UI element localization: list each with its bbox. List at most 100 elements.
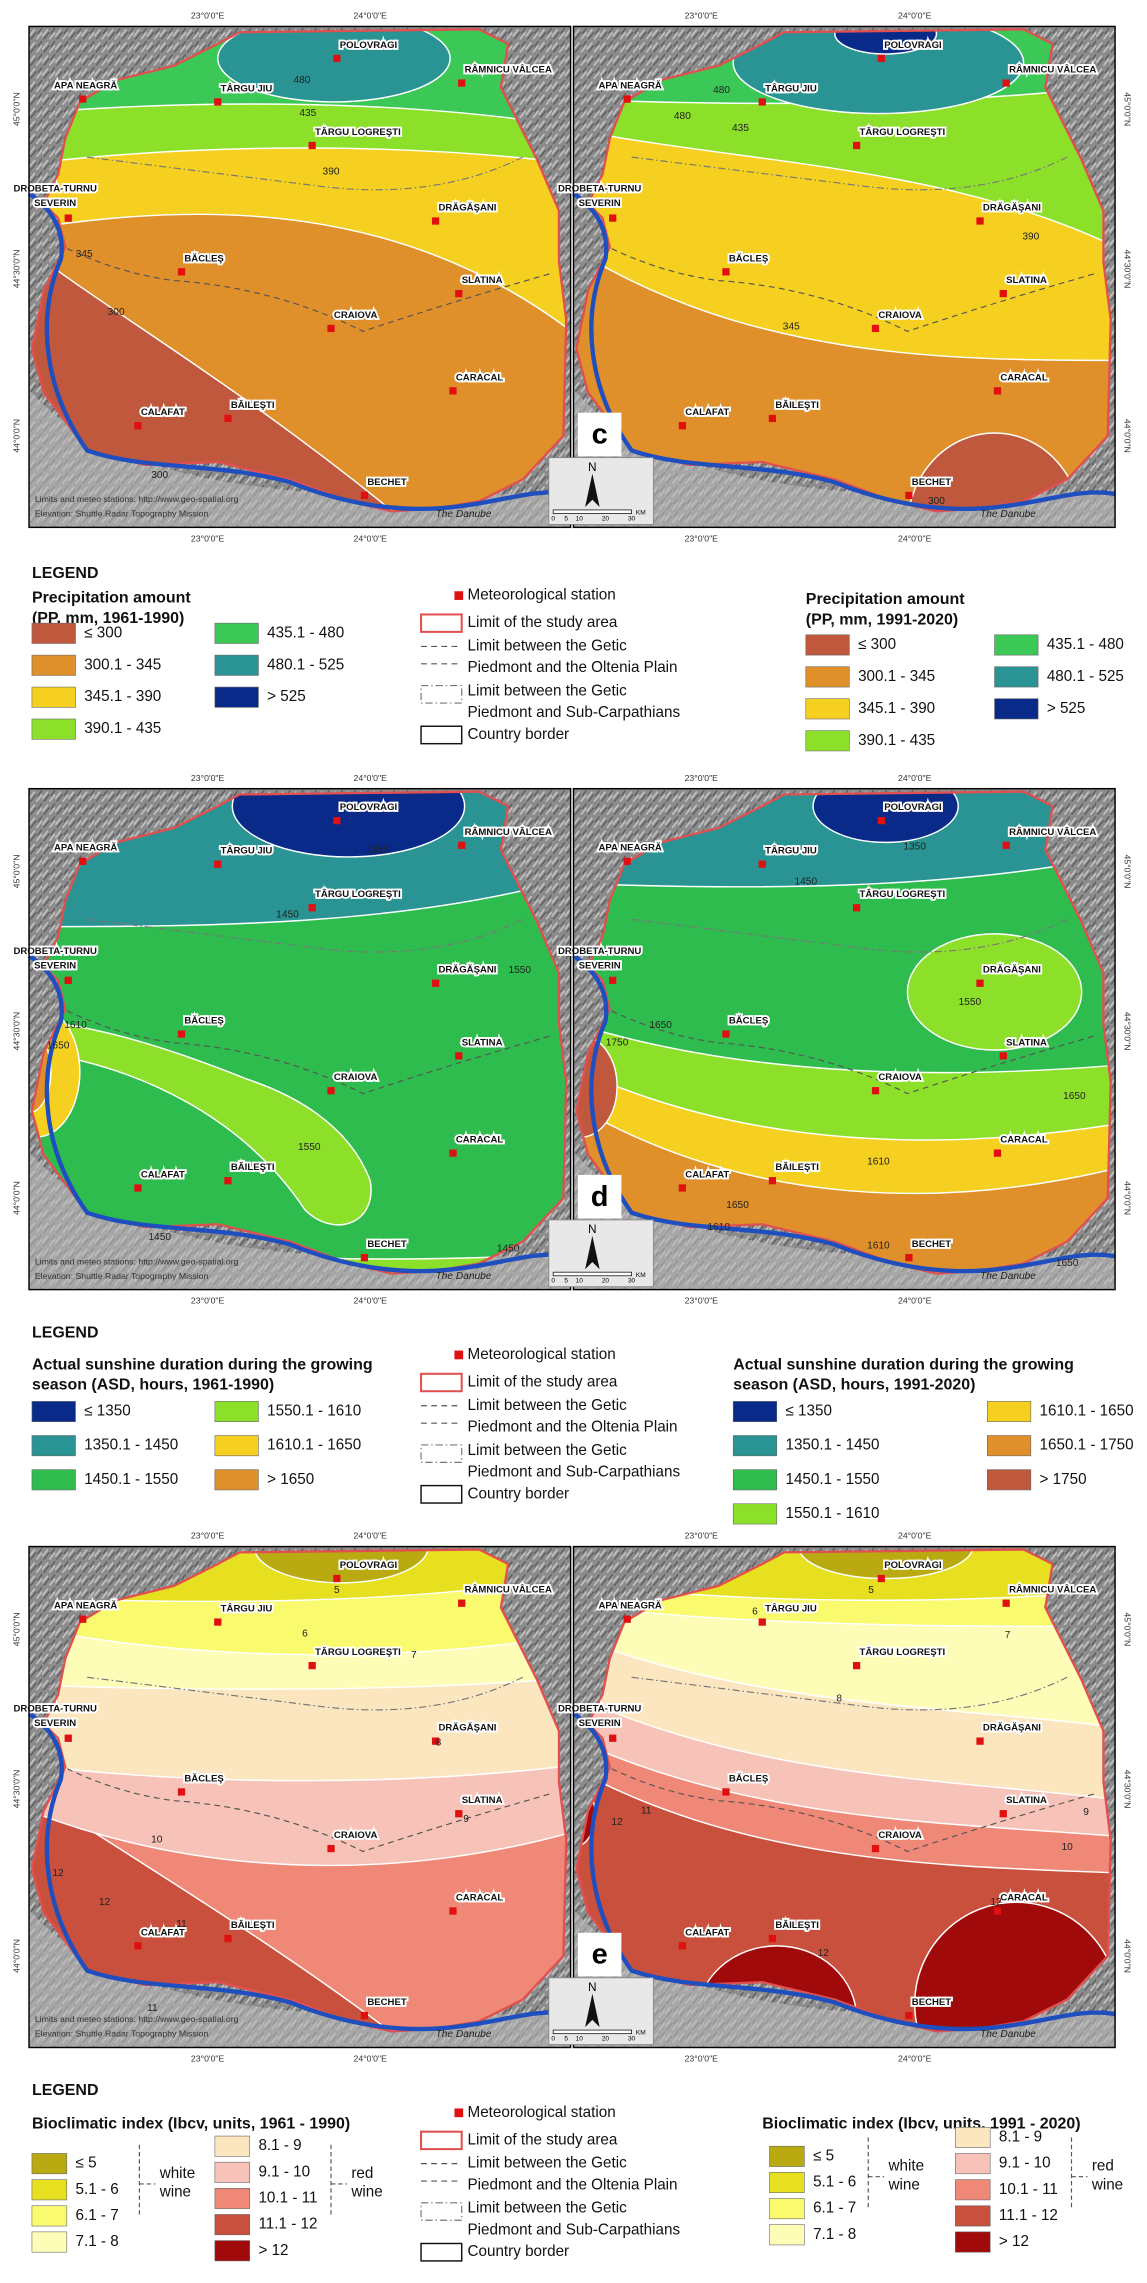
bulgaria-area — [573, 1909, 1116, 2048]
map-frame — [572, 787, 1116, 1291]
station-label: RÂMNICU VÂLCEA — [465, 64, 552, 76]
zone — [732, 29, 1025, 115]
latitude-label: 44°30'0"N — [1122, 250, 1132, 289]
getic-subcarpathian-limit — [87, 156, 523, 191]
contour-label: 1450 — [497, 1244, 520, 1255]
scale-unit: KM — [636, 510, 646, 517]
wine-label: wine — [888, 2176, 920, 2193]
legend-swatch — [769, 2172, 805, 2193]
station-marker — [79, 95, 87, 103]
station-label: APA NEAGRĂ — [54, 1601, 117, 1612]
bulgaria-area — [29, 1909, 571, 2048]
getic-subcarpathian-limit — [87, 1676, 523, 1711]
station-label: DROBETA-TURNU — [13, 1704, 96, 1715]
station-label: BECHET — [912, 1239, 952, 1250]
latitude-label: 44°30'0"N — [1122, 1012, 1132, 1051]
credit: Elevation: Shuttle Radar Topography Miss… — [35, 2029, 209, 2039]
station-marker — [877, 817, 885, 825]
station-label: BĂCLEŞ — [729, 253, 769, 264]
longitude-label: 24°0'0"E — [354, 1296, 388, 1306]
latitude-label: 44°30'0"N — [12, 1770, 22, 1809]
station-marker — [758, 860, 766, 868]
station-label: CARACAL — [1000, 1135, 1048, 1146]
legend-dashdot-symbol — [420, 685, 463, 704]
contour-label: 480 — [674, 111, 691, 122]
station-marker — [768, 414, 777, 423]
contour-label: 1550 — [959, 997, 982, 1008]
contour-label: 300 — [151, 470, 168, 481]
legend-swatch — [31, 2231, 68, 2253]
getic-oltenia-limit — [57, 243, 552, 332]
station-marker — [134, 1942, 142, 1950]
station-marker — [905, 2011, 913, 2020]
north-label: N — [588, 1981, 596, 1994]
contour-label: 1650 — [1063, 1091, 1086, 1102]
longitude-label: 23°0'0"E — [685, 11, 719, 21]
legend-label: 1450.1 - 1550 — [84, 1471, 178, 1488]
legend-label: 345.1 - 390 — [858, 700, 935, 717]
contour-label: 435 — [299, 108, 316, 119]
station-label: DRĂGĂŞANI — [438, 1723, 496, 1734]
legend-swatch — [769, 2145, 805, 2167]
panel-letter: e — [592, 1939, 608, 1971]
station-label: APA NEAGRĂ — [54, 843, 117, 854]
legend-label: ≤ 1350 — [785, 1403, 831, 1420]
contour-label: 1450 — [795, 876, 818, 887]
station-marker — [993, 1907, 1002, 1915]
scale-unit: KM — [636, 2030, 646, 2037]
contour-label: 1610 — [867, 1157, 890, 1168]
legend-swatch — [769, 2224, 805, 2246]
station-marker — [905, 491, 913, 500]
longitude-label: 24°0'0"E — [354, 1531, 388, 1541]
station-label: APA NEAGRĂ — [54, 81, 117, 92]
legend-swatch — [994, 666, 1039, 688]
station-label: BECHET — [367, 1997, 407, 2008]
legend-label: Piedmont and the Oltenia Plain — [468, 659, 678, 676]
north-arrow — [585, 1993, 600, 2028]
station-marker — [360, 1254, 369, 1262]
map-frame — [28, 787, 572, 1291]
scale-number: 5 — [564, 515, 568, 522]
contour-label: 1550 — [508, 965, 531, 976]
legend-outline-symbol — [420, 1372, 463, 1393]
station-label: DRĂGĂŞANI — [983, 202, 1041, 213]
station-marker — [224, 414, 232, 423]
contour-label: 1350 — [366, 844, 389, 855]
station-marker — [214, 1618, 222, 1626]
legend-border-symbol — [420, 2242, 463, 2262]
station-label: RÂMNICU VÂLCEA — [1009, 826, 1096, 838]
station-label: BĂILEŞTI — [775, 1920, 819, 1931]
scale-number: 5 — [564, 2035, 568, 2042]
contour-label: 12 — [818, 1948, 830, 1959]
north-label: N — [588, 461, 596, 474]
station-marker — [455, 1052, 463, 1060]
credit: Limits and meteo stations: http://www.ge… — [35, 2014, 239, 2024]
letter-box — [577, 412, 622, 457]
legend-swatch — [31, 1401, 76, 1423]
station-label: SEVERIN — [579, 1718, 621, 1729]
station-marker — [333, 1574, 341, 1583]
contour-label: 1350 — [903, 841, 926, 852]
legend-label: ≤ 300 — [84, 624, 122, 641]
letter-box — [577, 1174, 622, 1219]
station-label: SLATINA — [462, 1037, 503, 1048]
contour-label: 10 — [1061, 1842, 1073, 1853]
longitude-label: 23°0'0"E — [191, 1296, 225, 1306]
station-label: BĂCLEŞ — [184, 253, 224, 264]
credit: Limits and meteo stations: http://www.ge… — [35, 494, 239, 504]
latitude-label: 45°0'0"N — [1122, 855, 1132, 889]
station-marker — [333, 54, 341, 63]
legend-label: 5.1 - 6 — [813, 2174, 856, 2191]
map-frame — [28, 1545, 572, 2049]
wine-label: wine — [350, 2184, 382, 2201]
contour-label: 8 — [436, 1737, 442, 1748]
longitude-label: 24°0'0"E — [898, 533, 932, 543]
station-marker — [609, 1734, 617, 1742]
legend-swatch — [31, 2179, 68, 2201]
station-marker — [976, 979, 984, 987]
station-label: CRAIOVA — [334, 1830, 378, 1841]
station-label: TÂRGU JIU — [221, 845, 273, 857]
scale-bar — [552, 1271, 632, 1277]
map-panel: The Danube POLOVRAGI RÂMNICU VÂLCEA APA NEA… — [12, 773, 572, 1306]
station-marker — [852, 904, 861, 912]
